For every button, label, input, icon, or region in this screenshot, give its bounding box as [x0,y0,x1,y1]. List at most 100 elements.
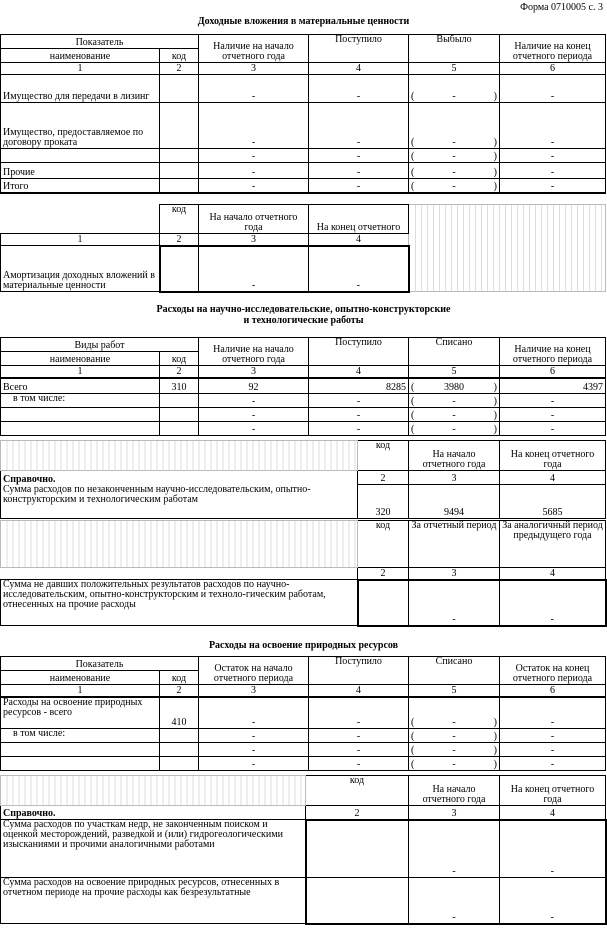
section2-table: Виды работ Наличие на начало отчетного г… [0,337,606,436]
col-num-4: 4 [308,684,409,697]
row-name: в том числе: [0,728,160,743]
row-v3: - [198,742,309,757]
am-row-kod [158,244,199,293]
row-name: Всего [0,376,160,394]
row-name [0,421,160,436]
row-v3: - [198,148,309,163]
col-num-1: 1 [0,365,160,378]
col-num-3: 3 [198,62,309,75]
header-col4: Поступило [308,337,409,366]
row-name: Итого [0,178,160,194]
row-v6: - [499,742,606,757]
row-v4: - [308,393,409,408]
header-name: наименование [0,48,160,63]
ref-header-col3: На начало отчетного года [408,440,500,471]
ref2-header-col3: За отчетный период [408,520,500,568]
row-v4: - [308,756,409,771]
header-pokazatel: Показатель [0,656,199,671]
header-col4: Поступило [308,34,409,63]
ref1-v3: - [408,818,500,878]
ref2-v4: - [499,877,607,925]
am-num-3: 3 [198,233,309,246]
row-v6: 4397 [499,376,606,394]
header-col5: Списано [408,337,500,366]
row-name: Расходы на освоение природных ресурсов -… [0,695,160,729]
row-kod [159,756,199,771]
reference-title: Справочно. [0,805,306,820]
col-num-3: 3 [198,365,309,378]
ref2-num-4: 4 [499,567,606,580]
row-name [0,742,160,757]
ref-num-2: 2 [305,805,409,820]
col-num-1: 1 [0,62,160,75]
row-v6: - [499,728,606,743]
col-num-4: 4 [308,62,409,75]
header-col3: Остаток на начало отчетного периода [198,656,309,685]
row-v6: - [499,162,606,179]
row-kod [159,421,199,436]
header-name: наименование [0,351,160,366]
row-v5: (-) [408,74,500,103]
section2-reference2: код За отчетный период За аналогичный пе… [0,520,607,627]
row-v5: (-) [408,742,500,757]
header-name: наименование [0,670,160,685]
am-row-v4: - [308,244,410,293]
am-row-v3: - [198,244,309,293]
row-kod: 410 [159,695,199,729]
row-name: Имущество, предоставляемое по договору п… [0,102,160,149]
row-v4: - [308,421,409,436]
header-kod: код [159,670,199,685]
row-v4: - [308,162,409,179]
ref2-kod [356,578,409,627]
ref2-num-3: 3 [408,567,500,580]
row-v4: - [308,178,409,194]
row-v5: (-) [408,421,500,436]
ref2-v4: - [499,578,607,627]
section2-title-line1: Расходы на научно-исследовательские, опы… [156,304,451,315]
ref1-v4: 5685 [499,484,606,519]
section3-table: Показатель Остаток на начало отчетного п… [0,656,606,771]
row-name: Имущество для передачи в лизинг [0,74,160,103]
header-col6: Наличие на конец отчетного периода [499,34,606,63]
header-col6: Наличие на конец отчетного периода [499,337,606,366]
ref1-v4: - [499,818,607,878]
ref2-num-2: 2 [357,567,409,580]
row-v6: - [499,695,606,729]
table-row: Итого - - (-) - [0,178,606,194]
header-kod: код [159,48,199,63]
row-kod [159,162,199,179]
hatch-area [0,520,358,568]
row-v5: (-) [408,695,500,729]
header-col4: Поступило [308,656,409,685]
ref2-kod [304,877,409,925]
ref-header-col4: На конец отчетного года [499,775,606,806]
row-v5: (-) [408,393,500,408]
row-v3: - [198,162,309,179]
row-kod [159,74,199,103]
col-num-6: 6 [499,684,606,697]
blank [0,567,358,580]
hatch-area [0,440,358,471]
row-v5: (3980) [408,376,500,394]
ref1-v3: 9494 [408,484,500,519]
row-v3: - [198,393,309,408]
col-num-1: 1 [0,684,160,697]
table-row: в том числе: - - (-) - [0,728,606,743]
row-name: Прочие [0,162,160,179]
row-kod [159,393,199,408]
table-row: Всего 310 92 8285 (3980) 4397 [0,376,606,394]
am-num-1: 1 [0,233,160,246]
am-header-col3: На начало отчетного года [198,204,309,234]
row-v4: 8285 [308,376,409,394]
ref-header-col3: На начало отчетного года [408,775,500,806]
header-col3: Наличие на начало отчетного года [198,337,309,366]
col-num-4: 4 [308,365,409,378]
ref2-v3: - [408,877,500,925]
ref-header-kod: код [357,440,409,471]
row-kod [159,407,199,422]
col-num-2: 2 [159,684,199,697]
header-col5: Выбыло [408,34,500,63]
ref-header-col4: На конец отчетного года [499,440,606,471]
row-v3: - [198,74,309,103]
row-v5: (-) [408,728,500,743]
